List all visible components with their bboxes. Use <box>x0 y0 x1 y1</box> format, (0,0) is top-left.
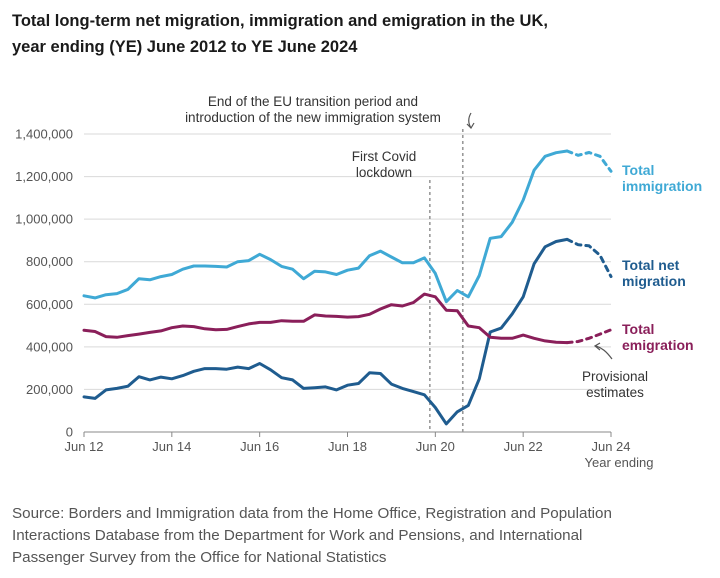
covid-annotation-line-1: First Covid <box>352 149 417 164</box>
source-line-2: Interactions Database from the Departmen… <box>12 527 583 544</box>
x-tick-label: Jun 16 <box>240 439 279 454</box>
y-tick-label: 800,000 <box>26 254 73 269</box>
y-tick-label: 1,400,000 <box>15 127 73 142</box>
eu-annotation-arrowhead <box>466 122 475 129</box>
net-series-line <box>82 237 569 426</box>
x-tick-label: Jun 24 <box>591 439 630 454</box>
migration-line-chart: 0 200,000 400,000 600,000 800,000 1,000,000 1,… <box>15 94 702 470</box>
eu-annotation-line-1: End of the EU transition period and <box>208 94 418 109</box>
provisional-annotation-arrowhead <box>593 342 601 351</box>
x-tick-label: Jun 18 <box>328 439 367 454</box>
emigration-series-line <box>82 292 569 345</box>
immigration-provisional-line <box>565 149 613 173</box>
provisional-annotation-line-2: estimates <box>586 385 644 400</box>
x-tick-label: Jun 14 <box>152 439 191 454</box>
x-axis-title: Year ending <box>585 455 654 470</box>
net-provisional-line <box>565 237 613 279</box>
y-tick-label: 600,000 <box>26 297 73 312</box>
y-tick-label: 1,200,000 <box>15 169 73 184</box>
emigration-provisional-line <box>565 328 613 345</box>
net-label-line-1: Total net <box>622 257 680 273</box>
covid-annotation-line-2: lockdown <box>356 165 412 180</box>
source-line-1: Source: Borders and Immigration data fro… <box>12 505 612 522</box>
y-tick-label: 200,000 <box>26 382 73 397</box>
immigration-label-line-2: immigration <box>622 178 702 194</box>
eu-annotation-line-2: introduction of the new immigration syst… <box>185 110 441 125</box>
y-tick-label: 0 <box>66 425 73 440</box>
provisional-annotation-line-1: Provisional <box>582 369 648 384</box>
chart-title-line-1: Total long-term net migration, immigrati… <box>12 12 548 30</box>
source-line-3: Passenger Survey from the Office for Nat… <box>12 549 387 566</box>
immigration-label-line-1: Total <box>622 162 654 178</box>
emigration-label-line-2: emigration <box>622 337 694 353</box>
x-tick-label: Jun 12 <box>64 439 103 454</box>
source-note: Source: Borders and Immigration data fro… <box>12 503 712 569</box>
chart-title: Total long-term net migration, immigrati… <box>12 8 712 60</box>
net-label-line-2: migration <box>622 273 686 289</box>
y-tick-label: 400,000 <box>26 339 73 354</box>
immigration-series-line <box>82 149 569 304</box>
provisional-annotation-arrow <box>595 345 613 360</box>
x-tick-label: Jun 20 <box>416 439 455 454</box>
emigration-label-line-1: Total <box>622 321 654 337</box>
y-tick-label: 1,000,000 <box>15 212 73 227</box>
chart-title-line-2: year ending (YE) June 2012 to YE June 20… <box>12 38 358 56</box>
x-tick-label: Jun 22 <box>504 439 543 454</box>
